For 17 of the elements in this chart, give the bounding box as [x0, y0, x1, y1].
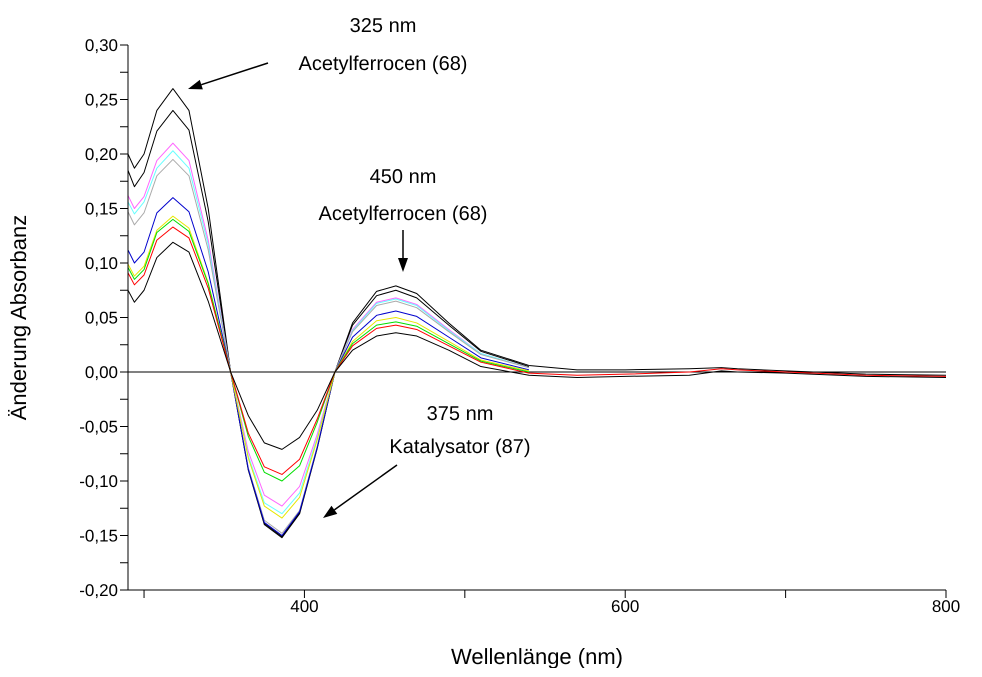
x-tick-label: 400: [290, 597, 319, 616]
y-tick-label: -0,10: [79, 472, 118, 492]
y-tick-label: -0,20: [79, 581, 118, 600]
y-tick-label: 0,05: [84, 308, 118, 328]
y-tick-label: 0,30: [84, 36, 118, 56]
x-tick-label: 600: [611, 597, 640, 616]
y-tick-label: 0,15: [84, 200, 118, 219]
y-tick-label: 0,25: [84, 90, 118, 110]
y-tick-label: 0,20: [84, 145, 118, 164]
y-tick-label: -0,05: [79, 418, 118, 437]
annotation: 325 nm Acetylferrocen (68): [298, 15, 468, 75]
annotation: 375 nm Katalysator (87): [389, 403, 531, 458]
y-tick-label: 0,10: [84, 254, 118, 274]
y-tick-label: -0,15: [79, 526, 118, 546]
y-tick-label: 0,00: [84, 363, 118, 382]
x-tick-label: 800: [932, 597, 960, 616]
annotation: 450 nm Acetylferrocen (68): [318, 166, 488, 225]
